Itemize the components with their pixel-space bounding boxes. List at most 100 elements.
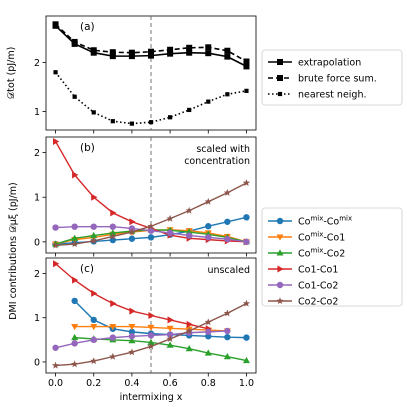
data-point [186, 320, 193, 328]
series-2 [52, 21, 250, 65]
data-point [187, 107, 192, 113]
legend-label-text: Co1-Co2 [298, 281, 338, 292]
data-point [204, 318, 212, 326]
y-tick-label: 2 [34, 58, 40, 69]
data-point [128, 337, 136, 344]
y-tick-label: 1 [34, 193, 40, 204]
data-point [224, 327, 231, 335]
data-point [147, 234, 155, 241]
data-point [71, 333, 79, 341]
series-4 [52, 260, 212, 333]
data-point [90, 223, 97, 230]
data-point [205, 50, 212, 57]
data-point [71, 234, 79, 241]
data-point [147, 324, 155, 332]
legend-marker [276, 281, 284, 289]
data-point [128, 53, 135, 60]
series-5 [52, 327, 231, 351]
data-point [52, 224, 59, 231]
legend-marker [277, 75, 283, 81]
legend-label: Co2-Co2 [298, 297, 338, 308]
data-point [109, 49, 116, 56]
data-point [128, 235, 136, 242]
x-tick-label: 0.4 [124, 378, 139, 389]
legend-marker [277, 91, 283, 97]
data-point [109, 334, 117, 341]
data-point [52, 344, 59, 351]
data-point [224, 218, 231, 225]
data-point [109, 229, 117, 236]
y-axis-label-text: DMI contributions 𝒟μξ (pJ/m) [8, 182, 19, 320]
y-axis-label: 𝒟tot (pJ/m) [6, 47, 17, 100]
data-point [243, 214, 250, 221]
data-point [51, 241, 60, 249]
x-tick-label: 1.0 [239, 378, 254, 389]
data-point [224, 53, 231, 60]
x-tick-label: 0.6 [163, 378, 178, 389]
legend-label-text: -Co2 [323, 249, 345, 260]
data-point [185, 206, 193, 214]
legend-label: nearest neigh. [298, 90, 367, 101]
data-point [128, 49, 135, 56]
legend-marker [277, 59, 283, 65]
data-point [90, 357, 98, 365]
data-point [166, 335, 174, 343]
series-line [55, 330, 228, 349]
data-point [223, 352, 231, 360]
series-3 [53, 70, 249, 126]
data-point [71, 38, 78, 45]
data-point [129, 307, 136, 315]
data-point [52, 260, 60, 268]
series-line [74, 300, 247, 339]
data-point [72, 276, 79, 284]
legend-label-text: Co2-Co2 [298, 297, 338, 308]
legend-box [261, 207, 403, 307]
data-point [244, 88, 249, 93]
data-point [129, 121, 135, 126]
data-point [71, 223, 78, 230]
data-point [242, 299, 251, 307]
data-point [167, 46, 174, 53]
data-point [223, 188, 232, 196]
data-point [147, 342, 155, 350]
data-point [72, 94, 77, 99]
legend-marker [276, 217, 284, 225]
y-tick-label: 0 [34, 237, 40, 248]
y-tick-label: 2 [34, 269, 40, 280]
legend-marker [276, 234, 284, 241]
data-point [72, 171, 79, 179]
legend-label-superscript: mix [339, 215, 352, 223]
data-point [242, 356, 250, 364]
data-point [148, 120, 154, 125]
series-line [55, 263, 209, 330]
data-point [224, 235, 231, 243]
legend-marker [277, 265, 284, 273]
data-point [128, 348, 136, 356]
data-point [224, 47, 231, 54]
legend-marker [276, 249, 284, 256]
legend-label-superscript: mix [310, 215, 323, 223]
data-point [148, 52, 154, 59]
data-point [109, 223, 117, 230]
data-point [109, 53, 116, 60]
data-point [185, 344, 193, 352]
x-tick-label: 0.2 [86, 378, 101, 389]
data-point [206, 99, 211, 104]
data-point [166, 325, 174, 333]
legend-label-superscript: mix [310, 231, 323, 239]
data-point [243, 63, 250, 70]
data-point [90, 47, 97, 54]
legend-label-text: Co1-Co1 [298, 265, 338, 276]
legend-label-text: Co [298, 233, 311, 244]
legends: extrapolation brute force sum. nearest nei… [261, 49, 403, 308]
data-point [224, 333, 231, 341]
data-point [166, 214, 174, 222]
y-tick-label: 1 [34, 313, 40, 324]
data-point [147, 227, 155, 234]
data-point [70, 240, 79, 248]
data-point [71, 297, 78, 305]
data-point [90, 316, 97, 324]
data-point [243, 238, 250, 246]
data-point [129, 218, 136, 226]
